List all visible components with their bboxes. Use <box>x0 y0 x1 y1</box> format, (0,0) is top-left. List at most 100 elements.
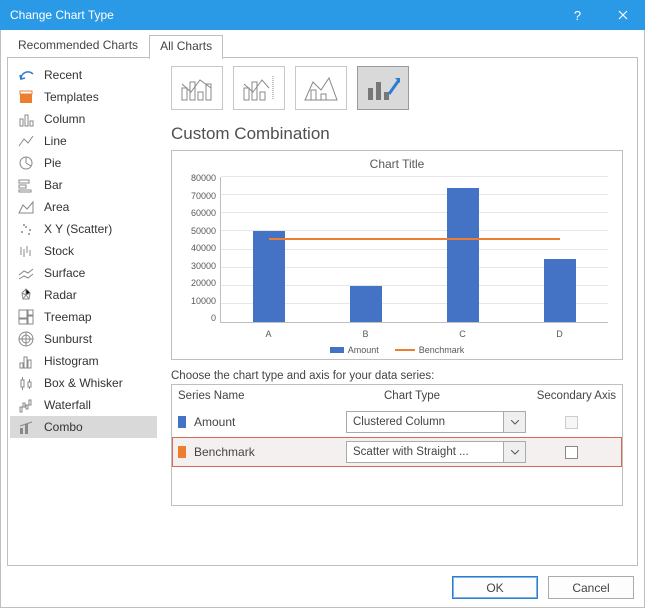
bar <box>350 286 382 322</box>
dropdown-button[interactable] <box>503 442 525 462</box>
sidebar-item-treemap[interactable]: Treemap <box>10 306 157 328</box>
close-button[interactable] <box>600 0 645 30</box>
sidebar-item-pie[interactable]: Pie <box>10 152 157 174</box>
tabs: Recommended Charts All Charts <box>7 34 638 58</box>
sidebar-item-x-y-scatter-[interactable]: X Y (Scatter) <box>10 218 157 240</box>
dropdown-button[interactable] <box>503 412 525 432</box>
chevron-down-icon <box>511 450 519 455</box>
chart-type-value: Clustered Column <box>347 416 503 428</box>
sidebar-item-label: Waterfall <box>44 398 91 412</box>
series-row[interactable]: Benchmark Scatter with Straight ... <box>172 437 622 467</box>
sidebar-item-line[interactable]: Line <box>10 130 157 152</box>
legend: AmountBenchmark <box>180 345 614 355</box>
content: Recent Templates Column Line Pie Bar Area X Y (… <box>7 58 638 566</box>
sidebar-item-label: Bar <box>44 178 63 192</box>
titlebar: Change Chart Type ? <box>0 0 645 30</box>
area-col-icon <box>303 74 339 102</box>
dialog-body: Recommended Charts All Charts Recent Temp… <box>0 30 645 608</box>
sidebar-item-area[interactable]: Area <box>10 196 157 218</box>
bar <box>447 188 479 322</box>
series-name: Benchmark <box>194 445 255 459</box>
help-button[interactable]: ? <box>555 0 600 30</box>
plot-area <box>220 177 608 323</box>
chevron-down-icon <box>511 420 519 425</box>
sidebar-item-label: Pie <box>44 156 61 170</box>
series-grid-header: Series Name Chart Type Secondary Axis <box>172 385 622 407</box>
radar-icon <box>18 287 34 303</box>
section-title: Custom Combination <box>171 124 623 144</box>
y-axis-labels: 8000070000600005000040000300002000010000… <box>180 173 216 323</box>
chart-type-select[interactable]: Scatter with Straight ... <box>346 441 526 463</box>
series-grid-fill <box>172 467 622 505</box>
bar <box>544 259 576 322</box>
recent-icon <box>18 67 34 83</box>
sidebar-item-box-whisker[interactable]: Box & Whisker <box>10 372 157 394</box>
legend-item: Benchmark <box>395 345 465 355</box>
cancel-button[interactable]: Cancel <box>548 576 634 599</box>
main-panel: Custom Combination Chart Title 800007000… <box>159 58 637 565</box>
area-icon <box>18 199 34 215</box>
sidebar-item-waterfall[interactable]: Waterfall <box>10 394 157 416</box>
subtype-area-col[interactable] <box>295 66 347 110</box>
secondary-axis-checkbox[interactable] <box>565 446 578 459</box>
subtype-col-line[interactable] <box>171 66 223 110</box>
subtype-col-line-2axis[interactable] <box>233 66 285 110</box>
header-chart-type: Chart Type <box>346 390 526 402</box>
sidebar-item-label: Recent <box>44 68 82 82</box>
sidebar-item-histogram[interactable]: Histogram <box>10 350 157 372</box>
sidebar-item-label: Column <box>44 112 85 126</box>
sidebar-item-recent[interactable]: Recent <box>10 64 157 86</box>
pie-icon <box>18 155 34 171</box>
waterfall-icon <box>18 397 34 413</box>
templates-icon <box>18 89 34 105</box>
sidebar-item-label: X Y (Scatter) <box>44 222 112 236</box>
sidebar-item-sunburst[interactable]: Sunburst <box>10 328 157 350</box>
x-axis-labels: ABCD <box>220 329 608 339</box>
window-title: Change Chart Type <box>10 8 555 22</box>
sidebar-item-label: Stock <box>44 244 74 258</box>
sidebar-item-label: Box & Whisker <box>44 376 123 390</box>
subtype-custom[interactable] <box>357 66 409 110</box>
sidebar-item-templates[interactable]: Templates <box>10 86 157 108</box>
sidebar-item-column[interactable]: Column <box>10 108 157 130</box>
chart-preview: Chart Title 8000070000600005000040000300… <box>171 150 623 360</box>
series-swatch <box>178 446 186 458</box>
sidebar-item-combo[interactable]: Combo <box>10 416 157 438</box>
series-grid-prompt: Choose the chart type and axis for your … <box>171 370 623 382</box>
sidebar-item-stock[interactable]: Stock <box>10 240 157 262</box>
col-line-icon <box>179 74 215 102</box>
bar <box>253 231 285 322</box>
chart-type-select[interactable]: Clustered Column <box>346 411 526 433</box>
tab-all-charts[interactable]: All Charts <box>149 35 223 59</box>
subtype-row <box>171 66 623 110</box>
sidebar-item-radar[interactable]: Radar <box>10 284 157 306</box>
x-y-scatter--icon <box>18 221 34 237</box>
treemap-icon <box>18 309 34 325</box>
sidebar-item-surface[interactable]: Surface <box>10 262 157 284</box>
series-row[interactable]: Amount Clustered Column <box>172 407 622 437</box>
sidebar: Recent Templates Column Line Pie Bar Area X Y (… <box>8 58 159 565</box>
header-secondary-axis: Secondary Axis <box>526 390 616 402</box>
stock-icon <box>18 243 34 259</box>
sidebar-item-label: Templates <box>44 90 99 104</box>
sidebar-item-label: Surface <box>44 266 85 280</box>
ok-button[interactable]: OK <box>452 576 538 599</box>
chart-type-value: Scatter with Straight ... <box>347 446 503 458</box>
box-whisker-icon <box>18 375 34 391</box>
histogram-icon <box>18 353 34 369</box>
series-name: Amount <box>194 415 235 429</box>
secondary-axis-checkbox <box>565 416 578 429</box>
sidebar-item-label: Histogram <box>44 354 99 368</box>
sidebar-item-label: Combo <box>44 420 83 434</box>
tab-recommended[interactable]: Recommended Charts <box>7 34 149 58</box>
chart-title: Chart Title <box>180 157 614 171</box>
sidebar-item-label: Radar <box>44 288 77 302</box>
sidebar-item-label: Area <box>44 200 69 214</box>
series-grid: Series Name Chart Type Secondary Axis Am… <box>171 384 623 506</box>
custom-combo-icon <box>365 74 401 102</box>
col-line-2axis-icon <box>241 74 277 102</box>
header-series-name: Series Name <box>178 390 346 402</box>
close-icon <box>618 10 628 20</box>
sidebar-item-bar[interactable]: Bar <box>10 174 157 196</box>
sidebar-item-label: Sunburst <box>44 332 92 346</box>
